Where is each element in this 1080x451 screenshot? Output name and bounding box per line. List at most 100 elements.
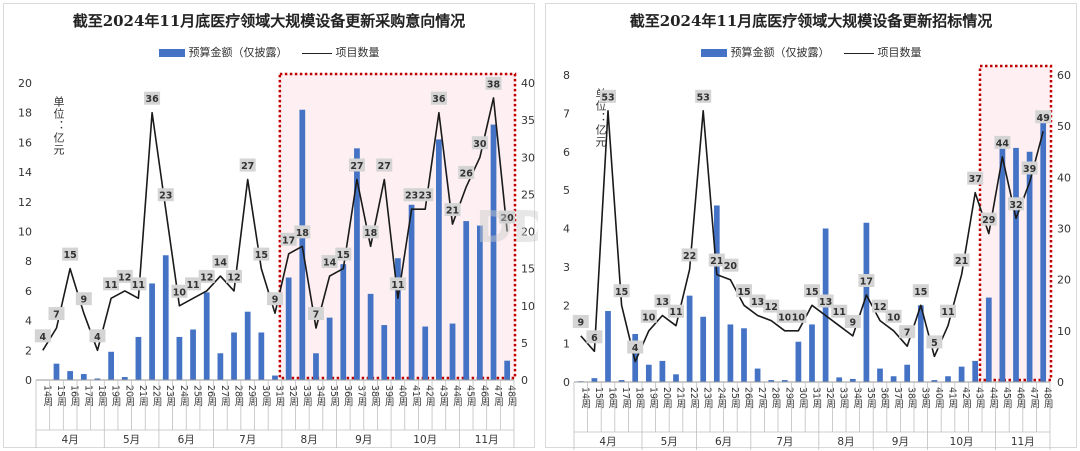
x-category-label: 20周 bbox=[123, 385, 135, 407]
data-label-bg bbox=[722, 258, 739, 272]
bar bbox=[1026, 151, 1033, 382]
data-label-text: 32 bbox=[1009, 200, 1022, 211]
x-category-label: 47周 bbox=[1028, 387, 1040, 409]
bar bbox=[408, 204, 415, 380]
x-category-label: 39周 bbox=[919, 387, 931, 409]
data-label-text: 23 bbox=[159, 191, 172, 202]
x-month-label: 11月 bbox=[475, 434, 499, 446]
data-label: 10 bbox=[885, 309, 902, 323]
data-label-text: 7 bbox=[904, 328, 911, 339]
chart-panel-tender: 截至2024年11月底医疗领域大规模设备更新招标情况 预算金额（仅披露） 项目数量… bbox=[542, 0, 1080, 451]
data-label-text: 27 bbox=[350, 161, 363, 172]
bar bbox=[686, 295, 693, 382]
data-label-text: 7 bbox=[313, 310, 320, 321]
x-category-label: 37周 bbox=[892, 387, 904, 409]
data-label-text: 9 bbox=[272, 295, 279, 306]
bar bbox=[1040, 121, 1047, 383]
data-label: 11 bbox=[185, 277, 202, 291]
x-category-label: 47周 bbox=[492, 385, 504, 407]
data-label-text: 14 bbox=[323, 258, 337, 269]
data-label: 27 bbox=[239, 158, 256, 172]
x-category-label: 22周 bbox=[688, 387, 700, 409]
x-category-label: 15周 bbox=[55, 385, 67, 407]
x-month-label: 9月 bbox=[355, 434, 372, 446]
x-category-label: 41周 bbox=[947, 387, 959, 409]
data-label-text: 15 bbox=[914, 287, 927, 298]
bar bbox=[108, 351, 114, 380]
data-label-bg bbox=[844, 314, 861, 328]
data-label-bg bbox=[749, 294, 766, 308]
data-label-text: 4 bbox=[632, 343, 639, 354]
data-label-bg bbox=[1035, 110, 1052, 124]
x-month-label: 10月 bbox=[950, 436, 974, 448]
data-label: 15 bbox=[613, 284, 630, 298]
bar bbox=[190, 329, 196, 380]
y-left-tick-label: 8 bbox=[25, 255, 32, 268]
y-right-tick-label: 40 bbox=[521, 77, 535, 90]
x-category-label: 29周 bbox=[783, 387, 795, 409]
x-category-label: 17周 bbox=[82, 385, 94, 407]
bar bbox=[203, 292, 210, 380]
x-category-label: 17周 bbox=[620, 387, 632, 409]
data-label-bg bbox=[267, 292, 283, 306]
x-category-label: 43周 bbox=[974, 387, 986, 409]
y-left-tick-label: 6 bbox=[563, 146, 570, 159]
chart-legend: 预算金额（仅披露） 项目数量 bbox=[542, 44, 1080, 60]
data-label-bg bbox=[471, 136, 488, 150]
y-left-tick-label: 3 bbox=[563, 261, 570, 274]
data-label-bg bbox=[872, 299, 888, 313]
x-category-label: 48周 bbox=[1042, 387, 1054, 409]
count-line bbox=[580, 110, 1044, 363]
data-label: 4 bbox=[34, 329, 51, 343]
x-month-label: 6月 bbox=[715, 436, 732, 448]
data-label-bg bbox=[912, 284, 929, 298]
y-left-tick-label: 8 bbox=[563, 69, 570, 82]
y-left-tick-label: 5 bbox=[563, 184, 570, 197]
data-label-bg bbox=[185, 277, 202, 291]
chart-legend: 预算金额（仅披露） 项目数量 bbox=[0, 44, 538, 60]
data-label: 11 bbox=[389, 277, 406, 291]
y-right-tick-label: 50 bbox=[1057, 120, 1071, 133]
y-left-tick-label: 1 bbox=[563, 338, 570, 351]
data-label-text: 9 bbox=[849, 317, 856, 328]
y-axis-unit-label: 单位：亿元 bbox=[52, 96, 65, 156]
data-label: 12 bbox=[226, 269, 243, 283]
data-label: 12 bbox=[198, 269, 215, 283]
bar bbox=[958, 366, 965, 382]
chart-frame bbox=[545, 3, 1077, 448]
data-label-text: 11 bbox=[391, 280, 404, 291]
data-label-bg bbox=[708, 253, 725, 267]
y-left-tick-label: 20 bbox=[18, 77, 32, 90]
data-label-bg bbox=[348, 158, 365, 172]
data-label: 14 bbox=[321, 255, 338, 269]
bar bbox=[618, 380, 625, 382]
data-label: 17 bbox=[858, 274, 875, 288]
data-label-text: 10 bbox=[792, 312, 806, 323]
data-label-text: 11 bbox=[669, 307, 682, 318]
y-right-tick-label: 60 bbox=[1057, 69, 1071, 82]
data-label-text: 27 bbox=[241, 161, 254, 172]
y-left-tick-label: 0 bbox=[563, 376, 570, 389]
data-label-bg bbox=[668, 304, 684, 318]
data-label-text: 6 bbox=[591, 333, 598, 344]
bar bbox=[645, 364, 652, 382]
x-category-label: 31周 bbox=[811, 387, 823, 409]
x-category-label: 30周 bbox=[260, 385, 272, 407]
data-label: 17 bbox=[280, 232, 297, 246]
bar bbox=[877, 368, 883, 382]
x-category-label: 33周 bbox=[838, 387, 850, 409]
data-label: 13 bbox=[749, 294, 766, 308]
bar bbox=[313, 353, 319, 380]
x-category-label: 39周 bbox=[383, 385, 395, 407]
chart-panel-procurement-intent: 截至2024年11月底医疗领域大规模设备更新采购意向情况 预算金额（仅披露） 项目… bbox=[0, 0, 538, 451]
data-label-bg bbox=[499, 210, 516, 224]
data-label-text: 23 bbox=[405, 191, 418, 202]
data-label: 12 bbox=[872, 299, 888, 313]
y-left-tick-label: 12 bbox=[18, 196, 32, 209]
data-label: 26 bbox=[458, 165, 475, 179]
data-label-bg bbox=[899, 325, 916, 339]
chart-svg-tender: 0123456780102030405060965315410131122532… bbox=[563, 64, 1071, 450]
bar bbox=[849, 378, 856, 382]
bar bbox=[917, 305, 924, 382]
x-category-label: 18周 bbox=[96, 385, 108, 407]
